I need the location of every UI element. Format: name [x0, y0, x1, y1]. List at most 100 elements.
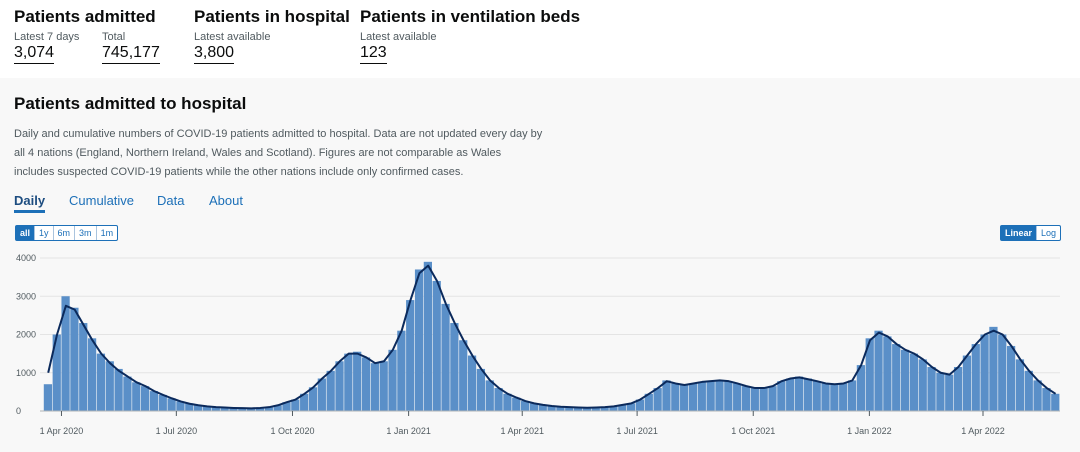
- bar: [114, 368, 123, 411]
- bar: [105, 361, 114, 411]
- bar: [70, 307, 79, 411]
- bar: [520, 401, 530, 411]
- bar: [255, 407, 265, 411]
- bar: [750, 388, 759, 411]
- bar: [662, 380, 671, 411]
- y-tick-label: 0: [16, 406, 21, 416]
- bar: [936, 372, 945, 411]
- bar: [971, 344, 980, 411]
- bar: [927, 367, 936, 411]
- bar: [423, 261, 432, 411]
- scale-button[interactable]: Linear: [1000, 226, 1036, 240]
- bar: [1042, 388, 1051, 411]
- bar: [777, 381, 786, 411]
- bar: [803, 378, 812, 411]
- bar: [140, 386, 150, 411]
- bar: [211, 407, 220, 411]
- bar: [609, 406, 618, 411]
- tab[interactable]: Data: [157, 193, 185, 208]
- bar: [591, 407, 600, 411]
- bar: [697, 381, 706, 411]
- headline-title: Patients admitted: [14, 7, 156, 26]
- metric-value[interactable]: 123: [360, 44, 387, 64]
- bar: [980, 334, 989, 411]
- metric-value[interactable]: 3,800: [194, 44, 235, 64]
- bar: [1015, 359, 1025, 411]
- bar: [768, 386, 777, 411]
- x-tick-label: 1 Jul 2020: [156, 426, 198, 436]
- bar: [874, 330, 883, 411]
- bar: [282, 402, 291, 411]
- bar: [733, 383, 742, 411]
- bar: [653, 388, 662, 411]
- bar: [909, 353, 919, 411]
- bar: [459, 340, 468, 411]
- scale-button[interactable]: Log: [1035, 226, 1060, 240]
- bar: [1033, 380, 1042, 411]
- card-title: Patients admitted to hospital: [14, 94, 247, 113]
- metric-value[interactable]: 3,074: [14, 44, 55, 64]
- bar: [865, 338, 874, 411]
- bar: [573, 407, 583, 411]
- card: Patients admitted to hospital Daily and …: [0, 78, 1080, 452]
- bar: [786, 378, 795, 411]
- bar: [715, 380, 724, 411]
- range-button[interactable]: 3m: [74, 226, 96, 240]
- bar: [962, 355, 972, 411]
- x-tick-label: 1 Apr 2020: [40, 426, 84, 436]
- bar: [644, 393, 653, 411]
- x-tick-label: 1 Jul 2021: [616, 426, 658, 436]
- tab[interactable]: Daily: [14, 193, 46, 213]
- bar: [538, 404, 547, 411]
- bar: [370, 363, 379, 411]
- bar: [432, 280, 441, 411]
- bar: [565, 407, 574, 411]
- bar: [167, 398, 176, 411]
- bar: [87, 338, 97, 411]
- bar: [680, 384, 689, 411]
- y-tick-label: 3000: [16, 291, 36, 301]
- scale-buttons: Linear Log: [999, 225, 1061, 241]
- range-button[interactable]: 1y: [34, 226, 53, 240]
- bar: [618, 404, 627, 411]
- bar: [308, 387, 318, 411]
- y-tick-label: 1000: [16, 368, 36, 378]
- bar: [450, 323, 459, 411]
- bar: [132, 382, 141, 411]
- bar: [1024, 370, 1033, 411]
- metric-value[interactable]: 745,177: [102, 44, 160, 64]
- bar: [600, 407, 609, 411]
- x-tick-label: 1 Apr 2022: [961, 426, 1005, 436]
- metric-label: Total: [102, 31, 126, 43]
- card-description: Daily and cumulative numbers of COVID-19…: [14, 128, 543, 178]
- bar: [220, 407, 229, 411]
- bar: [176, 401, 185, 411]
- bar: [839, 383, 848, 411]
- bar: [264, 407, 273, 411]
- tab[interactable]: Cumulative: [69, 193, 135, 208]
- bar: [79, 323, 88, 411]
- metric-label: Latest available: [360, 31, 437, 43]
- range-button[interactable]: all: [16, 226, 35, 240]
- tab[interactable]: About: [209, 193, 243, 208]
- average-line: [47, 264, 1057, 410]
- bar: [194, 405, 203, 411]
- bar: [406, 300, 415, 411]
- bar: [353, 351, 362, 411]
- bar: [856, 365, 865, 411]
- bar: [759, 388, 768, 411]
- bar: [291, 399, 300, 411]
- bar: [388, 349, 397, 411]
- bar: [149, 391, 159, 411]
- bar: [918, 359, 927, 411]
- bar: [688, 383, 698, 411]
- range-buttons: all 1y 6m 3m 1m: [15, 225, 119, 241]
- bar: [123, 376, 132, 411]
- bar: [317, 378, 326, 411]
- bar: [741, 386, 751, 411]
- range-button[interactable]: 1m: [95, 226, 118, 240]
- range-button[interactable]: 6m: [52, 226, 75, 240]
- bar: [582, 407, 592, 411]
